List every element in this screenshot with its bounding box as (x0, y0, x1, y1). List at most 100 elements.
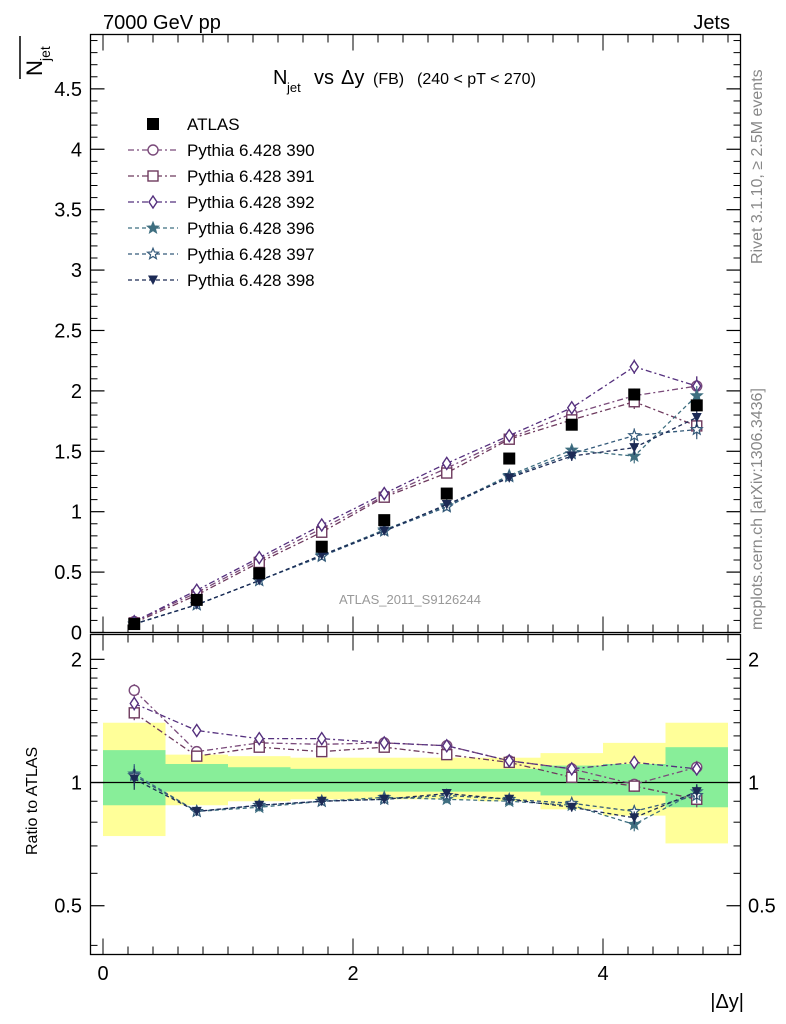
band-inner (165, 763, 228, 792)
atlas-point-shape (315, 540, 328, 553)
main-point-shape (691, 412, 702, 423)
ratio-point-shape (379, 735, 390, 751)
ratio-point (441, 738, 452, 754)
ratio-series-5 (129, 768, 702, 825)
legend-marker-2 (148, 194, 158, 210)
main-ytick-label-4: 2 (71, 381, 82, 403)
main-point-shape (441, 456, 452, 471)
ratio-point (566, 761, 577, 777)
main-ytick-label-5: 2.5 (54, 320, 82, 342)
mcplots-label: mcplots.cern.ch [arXiv:1306.3436] (749, 388, 766, 630)
ratio-point-shape (129, 696, 140, 711)
band-inner (415, 768, 478, 792)
ratio-point (691, 761, 702, 777)
main-point-shape (504, 428, 515, 443)
watermark: ATLAS_2011_S9126244 (339, 592, 481, 607)
legend-marker-1 (147, 170, 159, 182)
ratio-point-shape (441, 738, 452, 754)
legend-entry-3: Pythia 6.428 396 (128, 219, 315, 238)
legend-marker-atlas-shape (147, 118, 159, 130)
atlas-point-shape (690, 399, 703, 412)
atlas-point-shape (190, 593, 203, 606)
main-point-shape (566, 400, 577, 416)
legend-label-5: Pythia 6.428 398 (187, 271, 315, 290)
atlas-point-shape (440, 487, 453, 500)
atlas-point (503, 452, 516, 465)
x-axis-label: |Δy| (710, 991, 744, 1013)
main-ytick-label-2: 1 (71, 502, 82, 524)
ratio-ytick-label-left-2: 2 (71, 649, 82, 671)
ratio-point (316, 731, 327, 746)
main-point-shape (441, 499, 452, 510)
legend-entry-4: Pythia 6.428 397 (128, 245, 315, 264)
main-point-shape (504, 473, 515, 483)
legend-label-3: Pythia 6.428 396 (187, 219, 315, 238)
atlas-point-shape (253, 567, 266, 580)
title-vs: vs (314, 67, 334, 89)
ratio-point-shape (128, 684, 140, 697)
main-y-label: N jet (19, 36, 53, 79)
ratio-ytick-label-left-1: 1 (71, 773, 82, 795)
main-point-shape (254, 550, 265, 565)
main-point-shape (316, 517, 327, 533)
atlas-point (190, 593, 203, 606)
legend-marker-0-shape (147, 144, 159, 156)
ratio-ytick-label-left-0: 0.5 (54, 896, 82, 918)
main-series-line-0 (133, 385, 697, 623)
legend-marker-0 (147, 144, 159, 156)
legend-label-0: Pythia 6.428 390 (187, 141, 315, 160)
main-point (504, 473, 515, 483)
legend-marker-5 (148, 275, 158, 285)
main-ytick-label-0: 0 (71, 623, 82, 645)
ratio-point (629, 813, 640, 823)
ratio-point (379, 794, 390, 805)
title-main-sub: jet (286, 80, 301, 95)
ratio-point-shape (504, 794, 515, 805)
legend-marker-3-shape (145, 220, 161, 234)
ylabel-num: N (22, 60, 47, 76)
main-series-line-5 (134, 416, 698, 625)
ratio-series-2 (129, 696, 702, 777)
ratio-point (504, 753, 515, 769)
legend-marker-atlas (147, 118, 159, 130)
atlas-point (128, 618, 141, 631)
ratio-point-shape (254, 800, 265, 811)
ratio-xtick-label-2: 4 (597, 963, 608, 985)
title-main: N (273, 67, 287, 89)
ratio-point-shape (316, 731, 327, 746)
atlas-point-shape (565, 418, 578, 431)
main-point (566, 400, 577, 416)
legend-label-4: Pythia 6.428 397 (187, 245, 315, 264)
main-point-shape (566, 451, 577, 462)
atlas-point (378, 514, 391, 527)
ratio-point-shape (191, 806, 202, 817)
ratio-frame (89, 633, 742, 956)
legend-label-atlas: ATLAS (187, 115, 240, 134)
legend: ATLAS Pythia 6.428 390 Pythia 6.428 391 Pyt… (128, 115, 315, 290)
main-panel: 0 0.5 1 1.5 2 2.5 3 3.5 4 4.5 ATLAS_2011_S9126244… (19, 34, 741, 645)
main-point (629, 359, 640, 374)
ratio-point (129, 696, 140, 711)
main-point (566, 451, 577, 462)
main-point (627, 448, 642, 463)
ratio-point (379, 735, 390, 751)
main-point-shape (316, 550, 327, 561)
ratio-point (691, 787, 702, 797)
main-point (689, 422, 704, 436)
legend-marker-2-shape (148, 194, 158, 210)
ratio-ytick-label-right-1: 1 (748, 773, 759, 795)
main-point (627, 428, 642, 442)
ratio-point (254, 800, 265, 811)
ratio-point (254, 731, 265, 746)
ratio-series-line-5 (133, 778, 698, 819)
main-point (441, 499, 452, 510)
ratio-point-shape (504, 753, 515, 769)
main-point (379, 526, 390, 537)
legend-marker-1-shape (147, 170, 159, 182)
atlas-point-shape (503, 452, 516, 465)
ratio-series-layer (127, 684, 704, 832)
ratio-point (191, 750, 203, 762)
ratio-point-shape (441, 789, 452, 799)
band-inner (228, 767, 291, 792)
atlas-point-shape (128, 618, 141, 631)
